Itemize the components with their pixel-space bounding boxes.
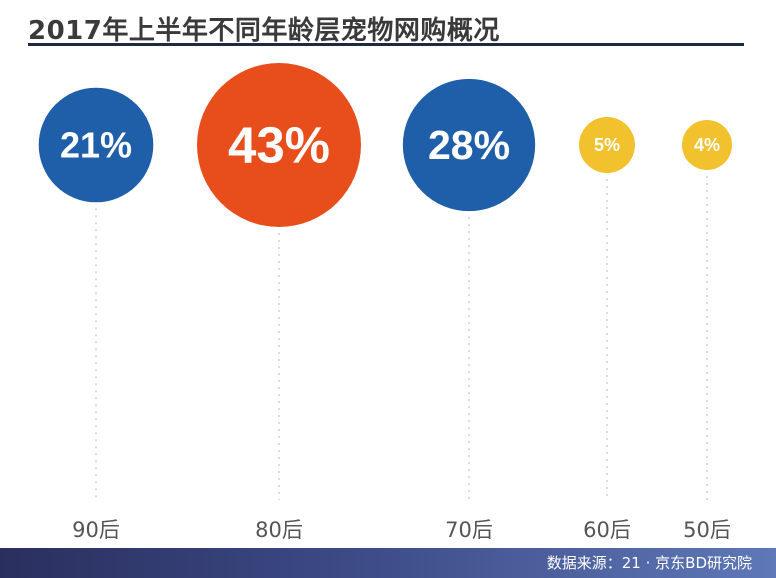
data-bubble bbox=[681, 119, 733, 171]
category-label: 90后 bbox=[72, 518, 120, 542]
category-label: 70后 bbox=[445, 518, 493, 542]
title-divider bbox=[28, 43, 744, 46]
data-label: 43% bbox=[228, 117, 330, 174]
category-label: 50后 bbox=[683, 518, 731, 542]
data-label: 5% bbox=[594, 135, 620, 155]
data-label: 21% bbox=[60, 125, 132, 166]
data-bubble bbox=[579, 117, 635, 173]
source-note: 数据来源：21 · 京东BD研究院 bbox=[546, 554, 752, 572]
data-label: 28% bbox=[428, 122, 510, 168]
data-bubble bbox=[402, 78, 536, 212]
data-bubble bbox=[197, 63, 361, 227]
category-label: 80后 bbox=[255, 518, 303, 542]
data-bubble bbox=[38, 87, 154, 203]
page-title: 2017年上半年不同年龄层宠物网购概况 bbox=[28, 16, 500, 46]
data-label: 4% bbox=[694, 135, 720, 155]
footer-bar bbox=[0, 548, 776, 578]
category-label: 60后 bbox=[583, 518, 631, 542]
